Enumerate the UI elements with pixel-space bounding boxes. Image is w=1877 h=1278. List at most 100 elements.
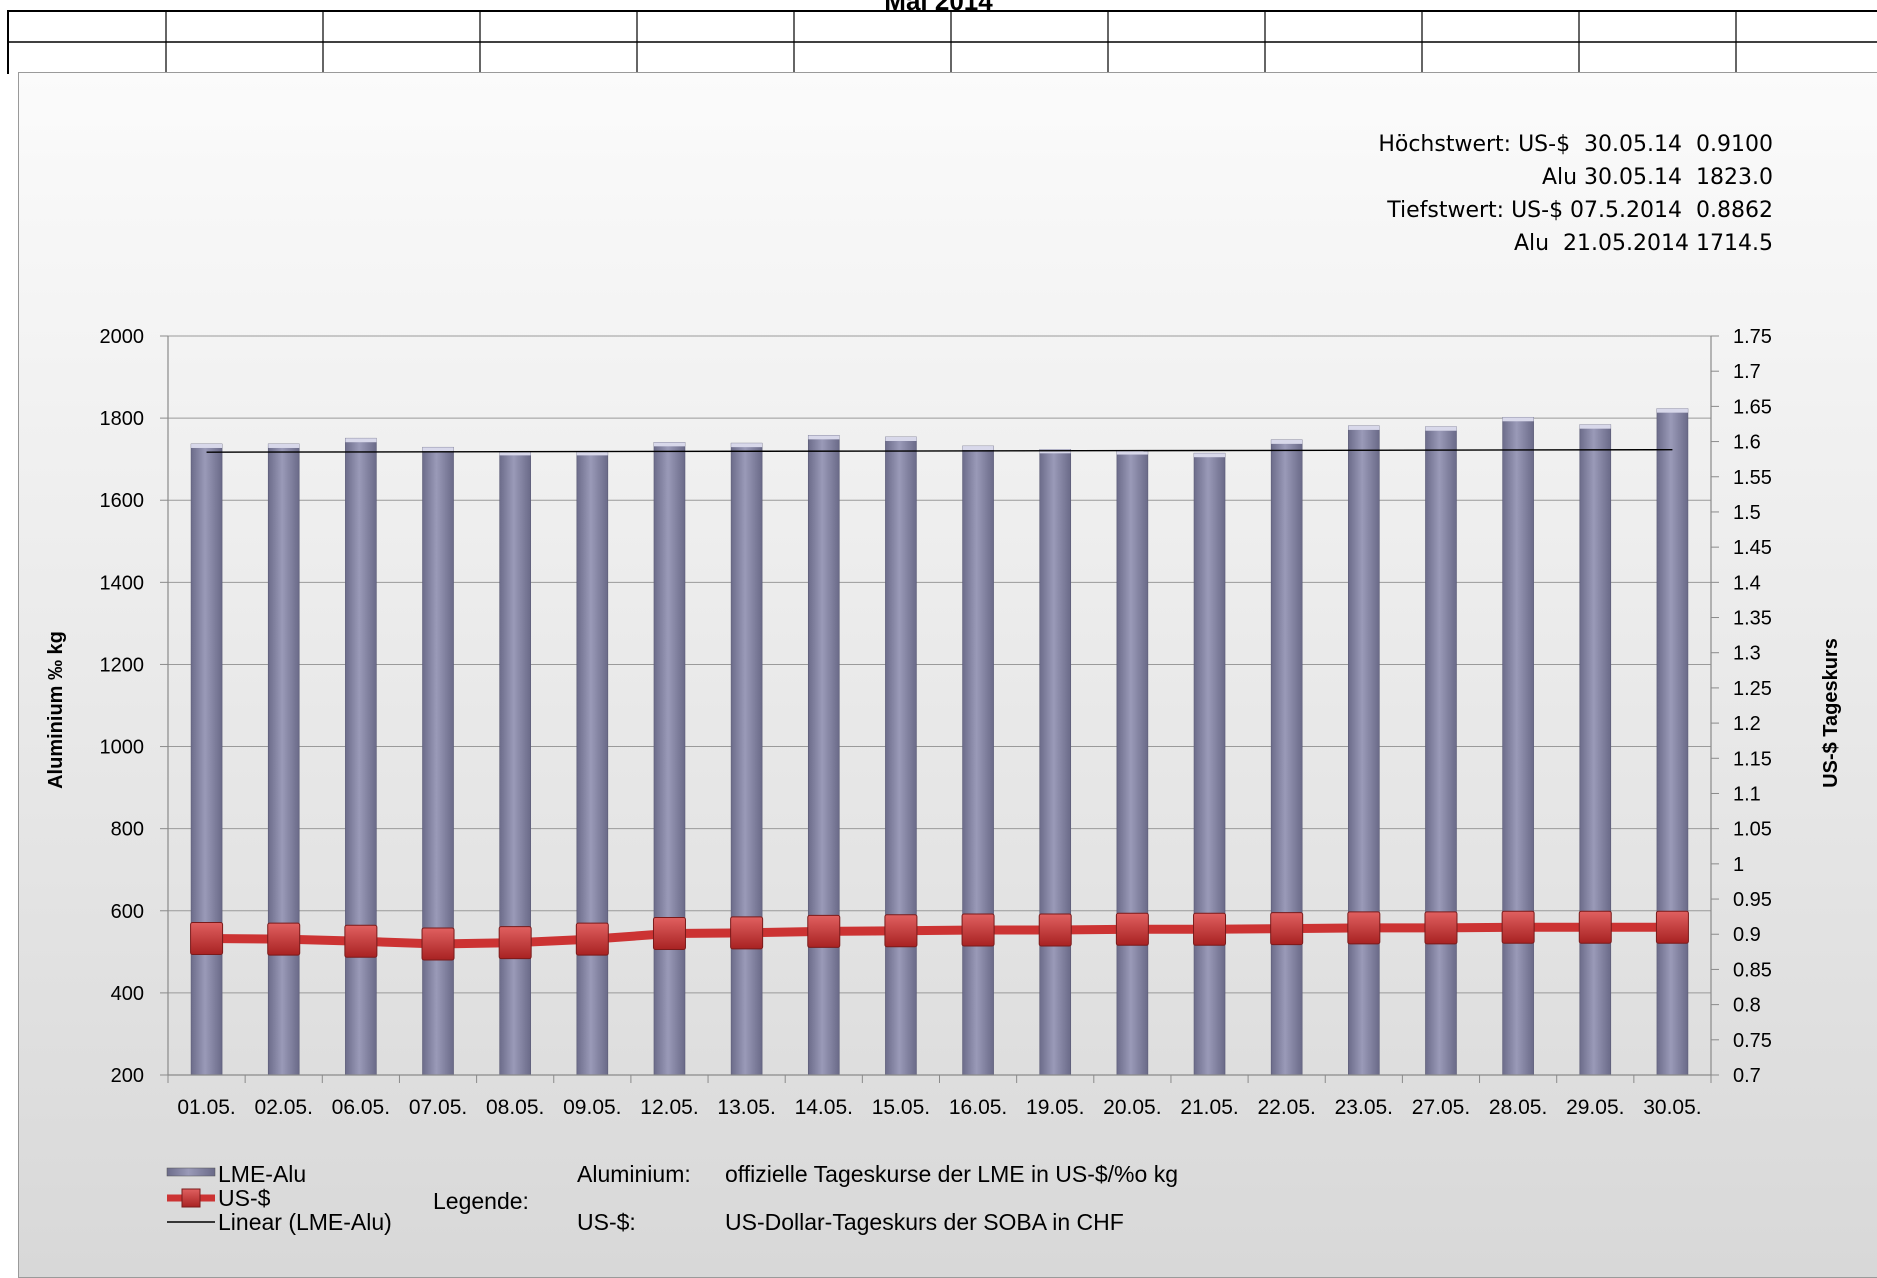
sheet-title: Mai 2014 xyxy=(884,0,993,16)
x-tick-label: 21.05. xyxy=(1180,1096,1238,1119)
x-tick-label: 15.05. xyxy=(872,1096,930,1119)
usd-point xyxy=(1655,910,1689,944)
lme-alu-bar-cap xyxy=(1116,450,1148,455)
y-tick-label: 1400 xyxy=(100,572,145,594)
usd-point xyxy=(344,924,378,958)
y2-tick-label: 1.4 xyxy=(1733,572,1761,594)
lme-alu-bar-cap xyxy=(268,443,300,448)
usd-point xyxy=(884,914,918,948)
lme-alu-bar-cap xyxy=(962,446,994,451)
lme-alu-bar xyxy=(267,443,300,1076)
bar-swatch-icon xyxy=(166,1167,216,1177)
lme-alu-bar xyxy=(653,442,686,1076)
usd-point xyxy=(1193,912,1227,946)
lme-alu-bar xyxy=(1502,416,1534,1076)
lme-alu-bar-cap xyxy=(653,442,685,447)
x-tick-label: 28.05. xyxy=(1489,1096,1547,1119)
y2-tick-label: 1.05 xyxy=(1733,819,1772,841)
lme-alu-bar-cap xyxy=(1194,453,1226,458)
x-tick-label: 09.05. xyxy=(563,1096,621,1119)
lme-alu-bar xyxy=(576,451,609,1076)
y2-tick-label: 1.55 xyxy=(1733,467,1772,489)
x-tick-label: 07.05. xyxy=(409,1096,467,1119)
usd-point xyxy=(652,917,686,951)
explanation-text: US-Dollar-Tageskurs der SOBA in CHF xyxy=(725,1209,1124,1235)
y2-tick-label: 0.9 xyxy=(1733,924,1761,946)
lme-alu-bar-cap xyxy=(345,438,377,443)
lme-alu-bar-cap xyxy=(1579,424,1611,429)
x-tick-label: 27.05. xyxy=(1412,1096,1470,1119)
legende-label: Legende: xyxy=(433,1188,529,1214)
y2-tick-label: 1.7 xyxy=(1733,361,1761,383)
usd-point xyxy=(1038,913,1072,947)
x-tick-label: 06.05. xyxy=(332,1096,390,1119)
lme-alu-bar xyxy=(1039,449,1072,1076)
lme-alu-bar-cap xyxy=(885,436,917,441)
lme-alu-bar xyxy=(962,445,994,1076)
usd-point xyxy=(421,927,455,961)
x-tick-label: 13.05. xyxy=(717,1096,775,1119)
lme-alu-bar-cap xyxy=(808,435,840,440)
lme-alu-bar xyxy=(345,437,377,1076)
lme-alu-bar xyxy=(1270,439,1303,1076)
y2-tick-label: 1.35 xyxy=(1733,608,1772,630)
lme-alu-bar-cap xyxy=(422,447,454,452)
chart-area[interactable] xyxy=(18,72,1877,1278)
y2-tick-label: 1 xyxy=(1733,854,1744,876)
x-tick-label: 08.05. xyxy=(486,1096,544,1119)
y-tick-label: 1600 xyxy=(100,490,145,512)
y-tick-label: 800 xyxy=(111,819,144,841)
usd-point xyxy=(575,922,609,956)
info-line: Tiefstwert: US-$ 07.5.2014 0.8862 xyxy=(1387,198,1773,223)
x-tick-label: 30.05. xyxy=(1643,1096,1701,1119)
lme-alu-bar-cap xyxy=(1425,426,1457,431)
lme-alu-bar xyxy=(1348,425,1380,1076)
explanation-term: Aluminium: xyxy=(577,1161,691,1187)
explanation-term: US-$: xyxy=(577,1209,636,1235)
x-tick-label: 14.05. xyxy=(795,1096,853,1119)
x-tick-label: 19.05. xyxy=(1026,1096,1084,1119)
linear-trendline xyxy=(206,449,1673,453)
y2-tick-label: 1.3 xyxy=(1733,643,1761,665)
info-line: Alu 30.05.14 1823.0 xyxy=(1541,165,1773,190)
info-line: Höchstwert: US-$ 30.05.14 0.9100 xyxy=(1378,132,1773,157)
legend-label: Linear (LME-Alu) xyxy=(218,1209,392,1235)
usd-point xyxy=(190,921,224,955)
lme-alu-bar xyxy=(885,436,917,1076)
y2-tick-label: 1.75 xyxy=(1733,326,1772,348)
y2-tick-label: 1.25 xyxy=(1733,678,1772,700)
y2-tick-label: 1.15 xyxy=(1733,748,1772,770)
lme-alu-bar-cap xyxy=(731,443,763,448)
spreadsheet-grid xyxy=(7,10,1877,74)
x-tick-label: 23.05. xyxy=(1335,1096,1393,1119)
extremes-info-box: Höchstwert: US-$ 30.05.14 0.9100 Alu 30.… xyxy=(1378,128,1773,260)
y2-axis-label: US-$ Tageskurs xyxy=(1820,638,1842,788)
lme-alu-bar-cap xyxy=(1271,439,1303,444)
usd-point xyxy=(961,913,995,947)
usd-point xyxy=(1270,912,1304,946)
y-tick-label: 1000 xyxy=(100,737,145,759)
lme-alu-bar xyxy=(1193,452,1226,1076)
lme-alu-bar xyxy=(1116,450,1149,1076)
usd-point xyxy=(498,926,532,960)
lme-alu-bar xyxy=(190,443,223,1076)
lme-alu-bar-cap xyxy=(1656,408,1688,413)
usd-point xyxy=(730,916,764,950)
usd-point xyxy=(1347,911,1381,945)
x-tick-label: 16.05. xyxy=(949,1096,1007,1119)
lme-alu-bar-cap xyxy=(191,443,223,448)
usd-point xyxy=(1115,912,1149,946)
y-tick-label: 1200 xyxy=(100,654,145,676)
grid-lines xyxy=(9,12,1877,74)
lme-alu-bar xyxy=(730,442,763,1076)
x-tick-label: 01.05. xyxy=(177,1096,235,1119)
x-tick-label: 29.05. xyxy=(1566,1096,1624,1119)
y-tick-label: 1800 xyxy=(100,408,145,430)
usd-point xyxy=(1578,910,1612,944)
y-tick-label: 200 xyxy=(111,1065,144,1087)
y2-tick-label: 0.8 xyxy=(1733,995,1761,1017)
usd-point xyxy=(807,914,841,948)
y2-tick-label: 1.2 xyxy=(1733,713,1761,735)
lme-alu-bar xyxy=(1656,408,1689,1076)
